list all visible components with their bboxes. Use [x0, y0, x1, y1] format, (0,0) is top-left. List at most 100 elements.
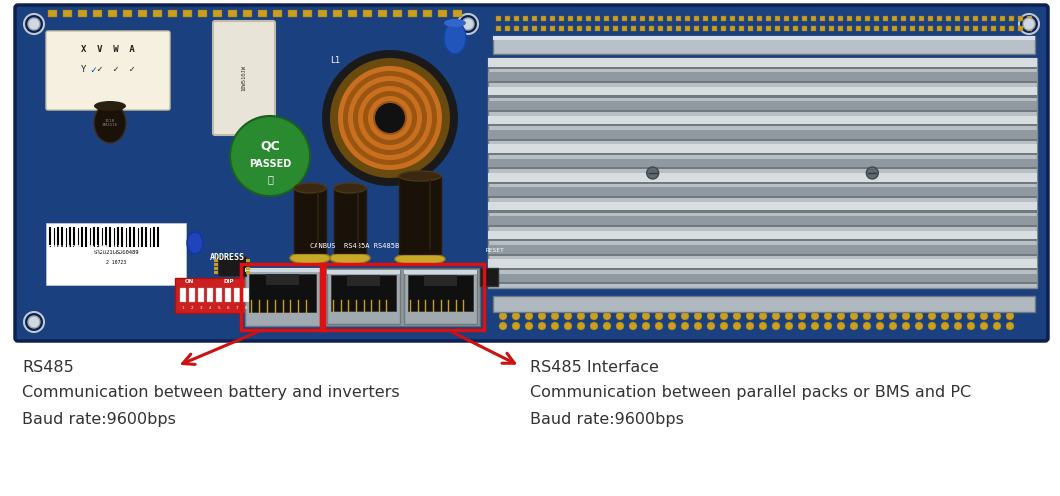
Bar — [234, 288, 240, 302]
Bar — [568, 26, 573, 31]
Bar — [541, 26, 546, 31]
Circle shape — [590, 312, 598, 320]
Circle shape — [348, 76, 432, 160]
Bar — [488, 124, 1037, 126]
Ellipse shape — [294, 183, 326, 193]
Bar — [153, 10, 162, 17]
Bar — [488, 58, 1037, 66]
Text: QC: QC — [260, 139, 280, 152]
Bar — [488, 259, 1037, 268]
Bar — [874, 16, 879, 21]
Bar — [631, 26, 636, 31]
Bar — [488, 253, 1037, 255]
Bar — [408, 10, 417, 17]
Circle shape — [681, 312, 689, 320]
Circle shape — [954, 322, 962, 330]
Circle shape — [759, 322, 767, 330]
Circle shape — [902, 322, 909, 330]
Bar — [757, 26, 762, 31]
Bar — [488, 116, 1037, 124]
Circle shape — [915, 322, 923, 330]
Bar — [246, 267, 250, 269]
Bar — [488, 167, 1037, 170]
Bar — [488, 173, 1037, 182]
Bar — [658, 26, 662, 31]
Bar — [453, 10, 462, 17]
Bar — [216, 288, 222, 302]
Bar — [123, 10, 132, 17]
Text: 2: 2 — [191, 306, 193, 310]
Bar — [243, 10, 252, 17]
Circle shape — [629, 312, 637, 320]
Circle shape — [24, 14, 45, 34]
Bar — [964, 16, 969, 21]
Circle shape — [876, 322, 884, 330]
Bar — [138, 10, 147, 17]
Text: 7: 7 — [235, 306, 238, 310]
Circle shape — [525, 322, 533, 330]
Bar — [802, 26, 807, 31]
Circle shape — [889, 322, 897, 330]
Text: CANBUS  RS485A RS485B: CANBUS RS485A RS485B — [310, 243, 400, 249]
Ellipse shape — [330, 252, 370, 264]
Text: RS485: RS485 — [22, 360, 74, 375]
Bar — [613, 16, 618, 21]
Bar — [183, 10, 192, 17]
Circle shape — [564, 312, 572, 320]
Bar — [246, 259, 250, 261]
Bar — [937, 26, 942, 31]
Bar — [78, 10, 87, 17]
Circle shape — [993, 312, 1001, 320]
Bar — [214, 263, 218, 265]
Circle shape — [681, 322, 689, 330]
Text: 10W510JW: 10W510JW — [242, 65, 247, 91]
Text: X  V  W  A: X V W A — [82, 46, 135, 55]
FancyBboxPatch shape — [15, 5, 1048, 341]
Text: 3: 3 — [199, 306, 202, 310]
Bar — [793, 16, 798, 21]
Circle shape — [655, 312, 662, 320]
Bar — [919, 26, 924, 31]
Bar — [493, 36, 1035, 40]
Bar — [1018, 26, 1023, 31]
Circle shape — [551, 312, 559, 320]
Circle shape — [577, 312, 585, 320]
Circle shape — [928, 312, 936, 320]
Text: Communication between battery and inverters: Communication between battery and invert… — [22, 385, 400, 400]
Bar — [595, 16, 600, 21]
Bar — [214, 267, 218, 269]
Bar — [493, 296, 1035, 312]
Bar — [523, 16, 528, 21]
Bar — [739, 26, 744, 31]
Circle shape — [720, 312, 728, 320]
Bar — [532, 26, 537, 31]
Bar — [321, 264, 484, 330]
Circle shape — [538, 322, 546, 330]
Circle shape — [863, 312, 871, 320]
Bar — [488, 231, 1037, 239]
Circle shape — [941, 312, 949, 320]
Circle shape — [734, 312, 741, 320]
Bar — [811, 26, 816, 31]
Bar — [488, 202, 1037, 210]
Circle shape — [538, 312, 546, 320]
Bar — [1009, 26, 1014, 31]
Circle shape — [941, 322, 949, 330]
Circle shape — [707, 312, 716, 320]
Bar — [946, 16, 951, 21]
Bar — [505, 26, 510, 31]
Bar — [214, 259, 218, 261]
Bar — [488, 225, 1037, 227]
Bar — [243, 288, 249, 302]
Circle shape — [499, 312, 507, 320]
Bar — [1000, 16, 1005, 21]
Bar — [246, 263, 250, 265]
Circle shape — [915, 312, 923, 320]
Bar — [167, 10, 177, 17]
Circle shape — [1023, 18, 1035, 30]
Bar — [784, 16, 789, 21]
Ellipse shape — [399, 171, 441, 181]
Circle shape — [577, 322, 585, 330]
Text: SM202108D00489: SM202108D00489 — [93, 250, 139, 255]
Text: Communication between parallel packs or BMS and PC: Communication between parallel packs or … — [530, 385, 971, 400]
